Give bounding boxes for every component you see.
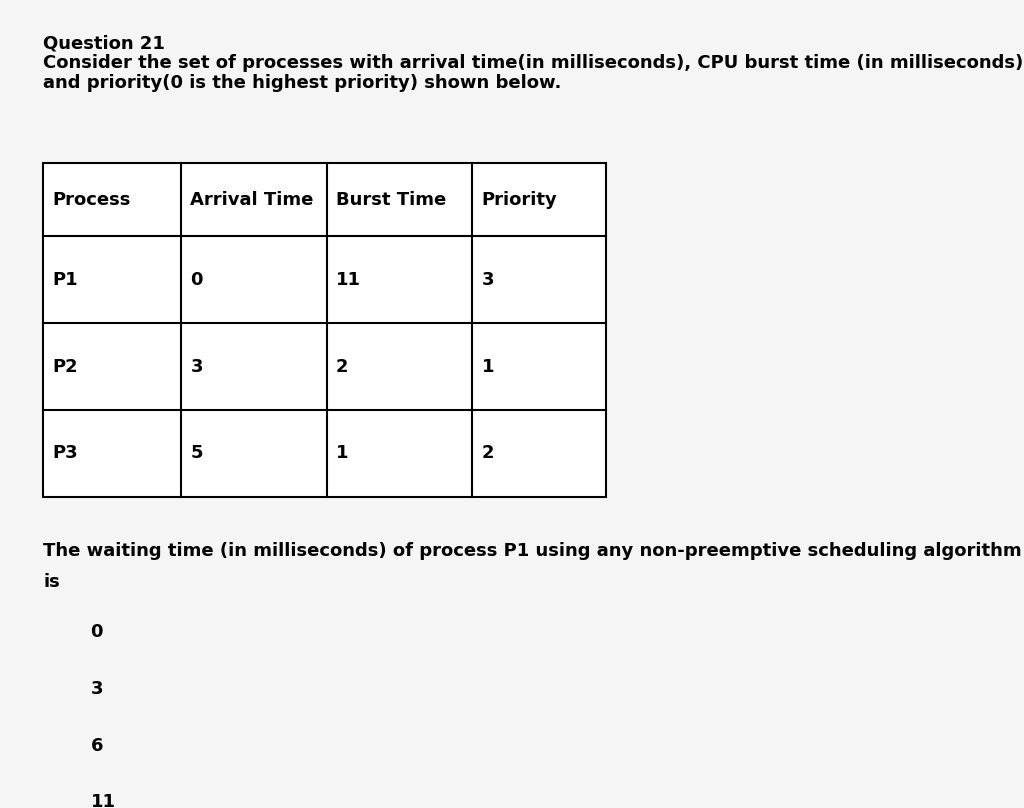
Text: 6: 6 bbox=[90, 737, 103, 755]
Text: and priority(0 is the highest priority) shown below.: and priority(0 is the highest priority) … bbox=[43, 74, 561, 92]
Text: 3: 3 bbox=[481, 271, 494, 289]
Text: 11: 11 bbox=[336, 271, 361, 289]
Text: Question 21: Question 21 bbox=[43, 35, 165, 53]
Text: 3: 3 bbox=[90, 680, 103, 698]
Text: 1: 1 bbox=[481, 358, 494, 376]
Bar bbox=[43, 163, 606, 497]
Text: Burst Time: Burst Time bbox=[336, 191, 446, 208]
Text: P1: P1 bbox=[52, 271, 79, 289]
Text: 5: 5 bbox=[190, 444, 203, 462]
Text: Process: Process bbox=[52, 191, 131, 208]
Text: Priority: Priority bbox=[481, 191, 557, 208]
Text: P3: P3 bbox=[52, 444, 79, 462]
Text: Consider the set of processes with arrival time(in milliseconds), CPU burst time: Consider the set of processes with arriv… bbox=[43, 54, 1024, 73]
Text: The waiting time (in milliseconds) of process P1 using any non-preemptive schedu: The waiting time (in milliseconds) of pr… bbox=[43, 542, 1022, 560]
Text: 3: 3 bbox=[190, 358, 203, 376]
Text: 2: 2 bbox=[336, 358, 348, 376]
Text: 0: 0 bbox=[190, 271, 203, 289]
Text: P2: P2 bbox=[52, 358, 79, 376]
Text: 1: 1 bbox=[336, 444, 348, 462]
Text: 2: 2 bbox=[481, 444, 494, 462]
Text: 0: 0 bbox=[90, 624, 103, 642]
Text: 11: 11 bbox=[90, 793, 116, 808]
Text: Arrival Time: Arrival Time bbox=[190, 191, 313, 208]
Text: is: is bbox=[43, 573, 60, 591]
